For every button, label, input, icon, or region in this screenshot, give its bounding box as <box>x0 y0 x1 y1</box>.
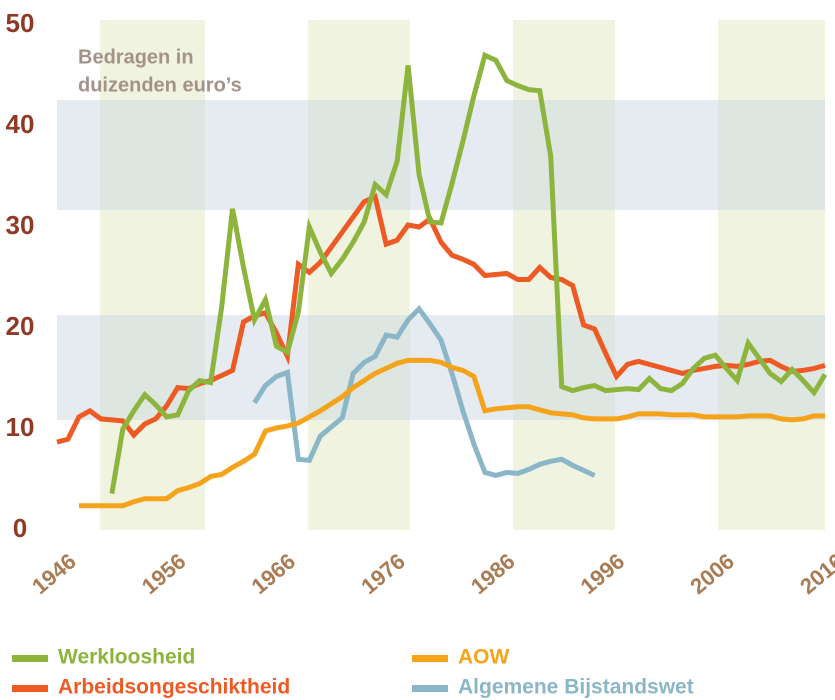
band <box>308 20 410 530</box>
annotation: Bedragen in <box>78 46 194 68</box>
legend-label: Werkloosheid <box>58 646 195 669</box>
x-tick-label: 1976 <box>356 548 410 599</box>
background <box>57 20 825 530</box>
legend-label: Algemene Bijstandswet <box>458 676 694 699</box>
band <box>100 20 205 530</box>
y-tick-label: 40 <box>6 109 35 139</box>
y-tick-label: 50 <box>6 8 35 38</box>
x-tick-label: 2016 <box>795 548 835 599</box>
legend-swatch <box>12 685 48 692</box>
legend-label: AOW <box>458 646 510 669</box>
band <box>513 20 615 530</box>
series-line <box>109 51 828 495</box>
legend-label: Arbeidsongeschiktheid <box>58 676 290 699</box>
y-tick-label: 0 <box>13 513 27 543</box>
series-line <box>252 304 596 479</box>
x-tick-label: 2006 <box>685 548 739 599</box>
band <box>57 100 825 210</box>
x-tick-label: 1986 <box>466 548 520 599</box>
y-tick-label: 30 <box>6 210 35 240</box>
legend-swatch <box>412 685 448 692</box>
x-tick-label: 1966 <box>247 548 301 599</box>
legend-swatch <box>412 655 448 662</box>
x-tick-label: 1956 <box>137 548 191 599</box>
series-line <box>56 193 826 445</box>
y-tick-label: 10 <box>6 412 35 442</box>
band <box>718 20 825 530</box>
legend-swatch <box>12 655 48 662</box>
x-tick-label: 1946 <box>27 548 81 599</box>
y-tick-label: 20 <box>6 311 35 341</box>
x-tick-label: 1996 <box>576 548 630 599</box>
series-line <box>78 357 825 509</box>
annotation: duizenden euro’s <box>78 74 242 96</box>
